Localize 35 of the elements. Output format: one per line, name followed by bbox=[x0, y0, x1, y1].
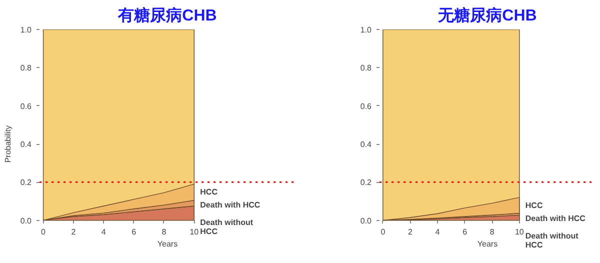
x-tick-label: 6 bbox=[132, 227, 137, 236]
y-tick-label: 0.6 bbox=[360, 102, 372, 111]
y-tick-label: 0.0 bbox=[360, 216, 372, 226]
y-tick-label: 0.0 bbox=[20, 216, 32, 226]
series-label: HCC bbox=[200, 188, 218, 197]
y-tick-label: 0.6 bbox=[20, 102, 32, 111]
y-tick-label: 1.0 bbox=[360, 26, 372, 34]
x-tick-label: 2 bbox=[408, 227, 413, 236]
x-tick-label: 10 bbox=[190, 227, 200, 236]
series-label: Death with HCC bbox=[200, 200, 260, 210]
series-label: HCC bbox=[525, 200, 543, 210]
y-tick-label: 0.8 bbox=[20, 64, 32, 73]
x-tick-label: 0 bbox=[41, 227, 46, 236]
x-axis-title: Years bbox=[477, 240, 498, 248]
series-label: Death without HCC bbox=[525, 231, 579, 250]
chart-title: 无糖尿病CHB bbox=[437, 6, 537, 24]
chart-title: 有糖尿病CHB bbox=[117, 6, 217, 24]
x-tick-label: 4 bbox=[435, 227, 440, 236]
y-tick-label: 0.4 bbox=[20, 140, 32, 149]
series-label: Death with HCC bbox=[525, 214, 586, 223]
y-tick-label: 0.4 bbox=[360, 140, 372, 149]
y-tick-label: 0.8 bbox=[360, 64, 372, 73]
x-tick-label: 4 bbox=[101, 227, 106, 236]
x-tick-label: 8 bbox=[490, 227, 495, 236]
series-label: Death without HCC bbox=[200, 218, 254, 236]
y-axis-title: Probability bbox=[3, 125, 12, 163]
x-tick-label: 6 bbox=[462, 227, 468, 236]
y-tick-label: 1.0 bbox=[20, 26, 32, 34]
x-tick-label: 8 bbox=[162, 227, 167, 236]
x-axis-title: Years bbox=[157, 240, 178, 248]
x-tick-label: 2 bbox=[71, 227, 76, 236]
x-tick-label: 10 bbox=[514, 227, 524, 236]
x-tick-label: 0 bbox=[380, 227, 386, 236]
y-tick-label: 0.2 bbox=[360, 178, 372, 188]
y-tick-label: 0.2 bbox=[20, 178, 32, 188]
